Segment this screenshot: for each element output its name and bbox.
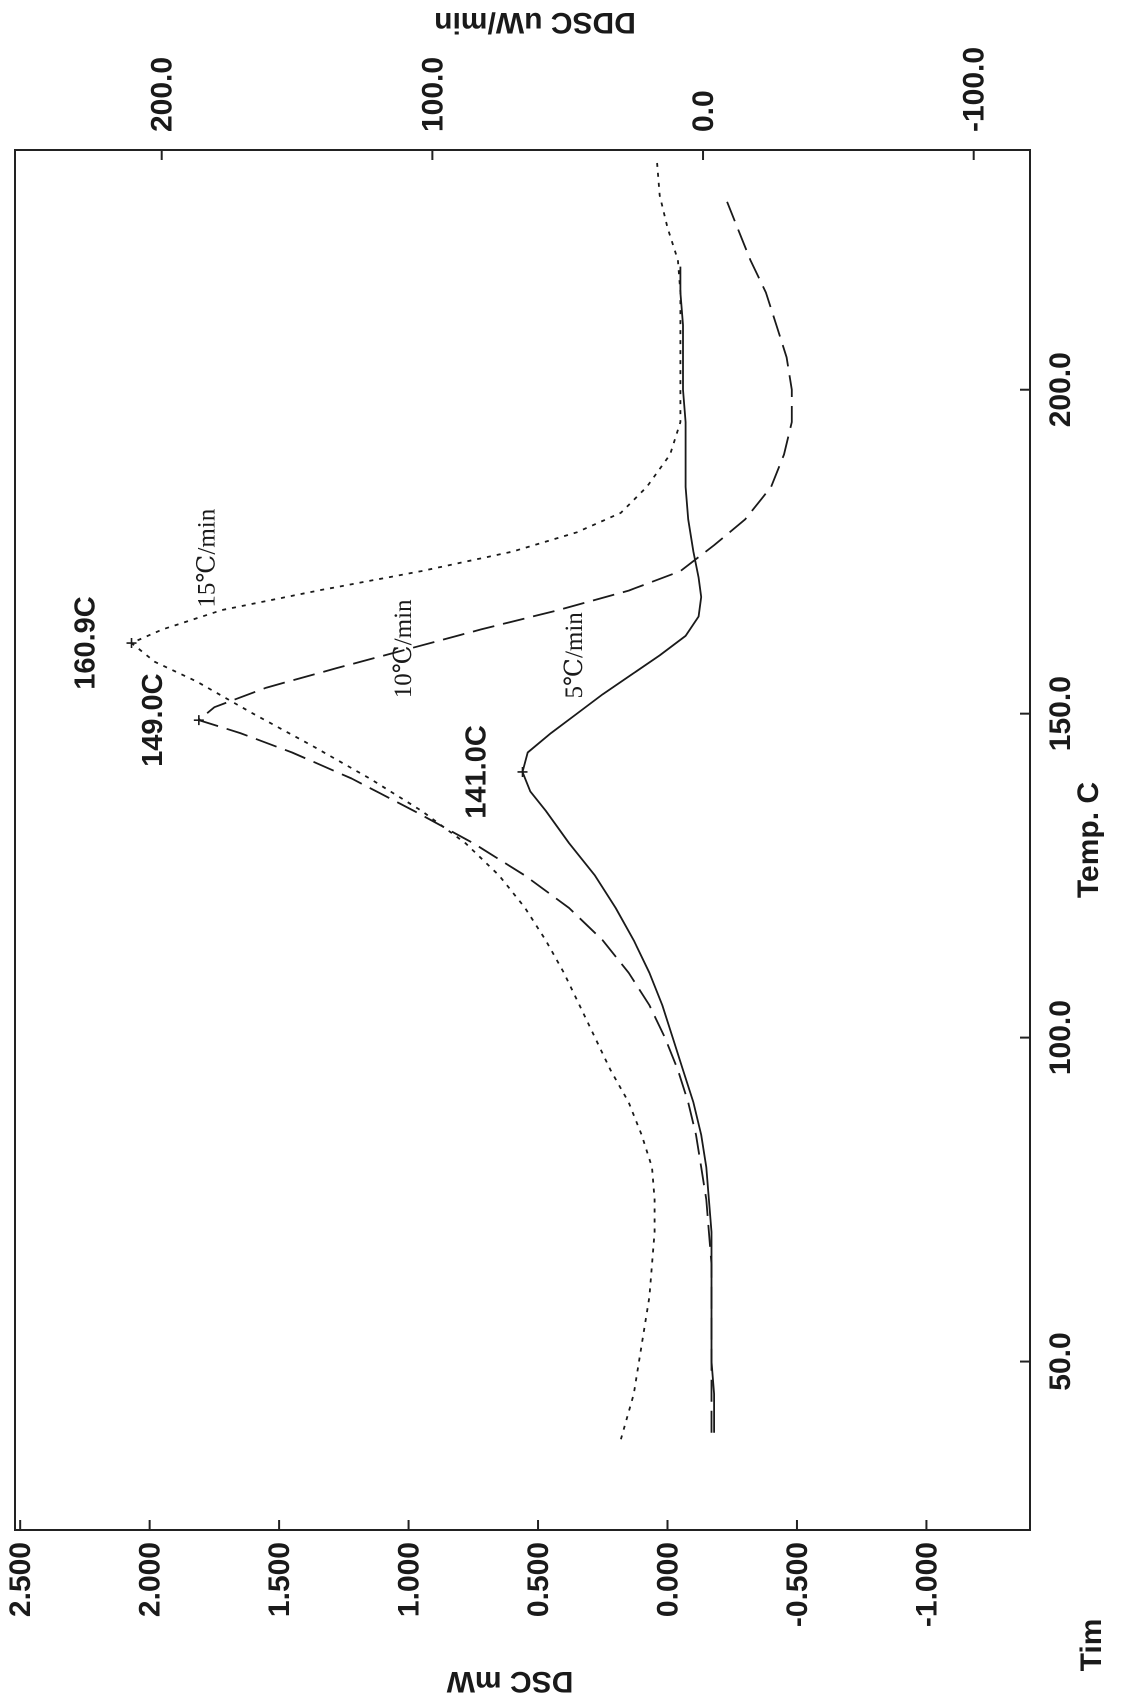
peak-label: 160.9C <box>70 596 102 690</box>
y-tick-label: 0.000 <box>652 1542 685 1617</box>
series-line <box>130 162 682 1440</box>
y-tick-label: -0.500 <box>781 1542 814 1627</box>
y-axis: 2.500 2.000 1.500 1.000 0.500 0.000 -0.500 -1.0… <box>4 1520 943 1627</box>
y-tick-label: 1.500 <box>263 1542 296 1617</box>
y-tick-label: 2.000 <box>134 1542 167 1617</box>
peak-marker <box>126 638 137 649</box>
annotations: 160.9C 149.0C 141.0C 15℃/min 10℃/min 5℃/min <box>70 508 589 818</box>
x-tick-label: 50.0 <box>1044 1332 1077 1390</box>
y2-tick-label: 100.0 <box>416 57 449 132</box>
y2-tick-label: 200.0 <box>146 57 179 132</box>
x-tick-label: 100.0 <box>1044 1000 1077 1075</box>
x-tick-label: 150.0 <box>1044 676 1077 751</box>
peak-label: 141.0C <box>461 725 493 819</box>
y-tick-label: 2.500 <box>4 1542 37 1617</box>
rate-label: 15℃/min <box>193 508 220 607</box>
x-tick-label: 200.0 <box>1044 352 1077 427</box>
series-layer <box>130 162 793 1440</box>
y2-tick-label: 0.0 <box>687 90 720 132</box>
x-axis-label: Temp. C <box>1072 782 1105 898</box>
peak-marker <box>517 766 528 777</box>
y-tick-label: -1.000 <box>910 1542 943 1627</box>
peak-marker <box>193 715 204 726</box>
plot-frame <box>14 149 1031 1531</box>
series-line <box>197 201 793 1433</box>
rate-label: 10℃/min <box>390 599 417 698</box>
y-tick-label: 0.500 <box>522 1542 555 1617</box>
rate-label: 5℃/min <box>561 612 588 699</box>
y2-axis: 200.0 100.0 0.0 -100.0 <box>146 47 991 160</box>
y-tick-label: 1.000 <box>393 1542 426 1617</box>
series-line <box>521 266 715 1433</box>
peak-label: 149.0C <box>137 673 169 767</box>
corner-label: Tim <box>1075 1619 1108 1672</box>
x-axis: 50.0 100.0 150.0 200.0 <box>1020 352 1077 1391</box>
y-axis-label: DSC mW <box>446 1665 573 1698</box>
y2-tick-label: -100.0 <box>958 47 991 132</box>
y2-axis-label: DDSC uW/min <box>434 6 636 39</box>
